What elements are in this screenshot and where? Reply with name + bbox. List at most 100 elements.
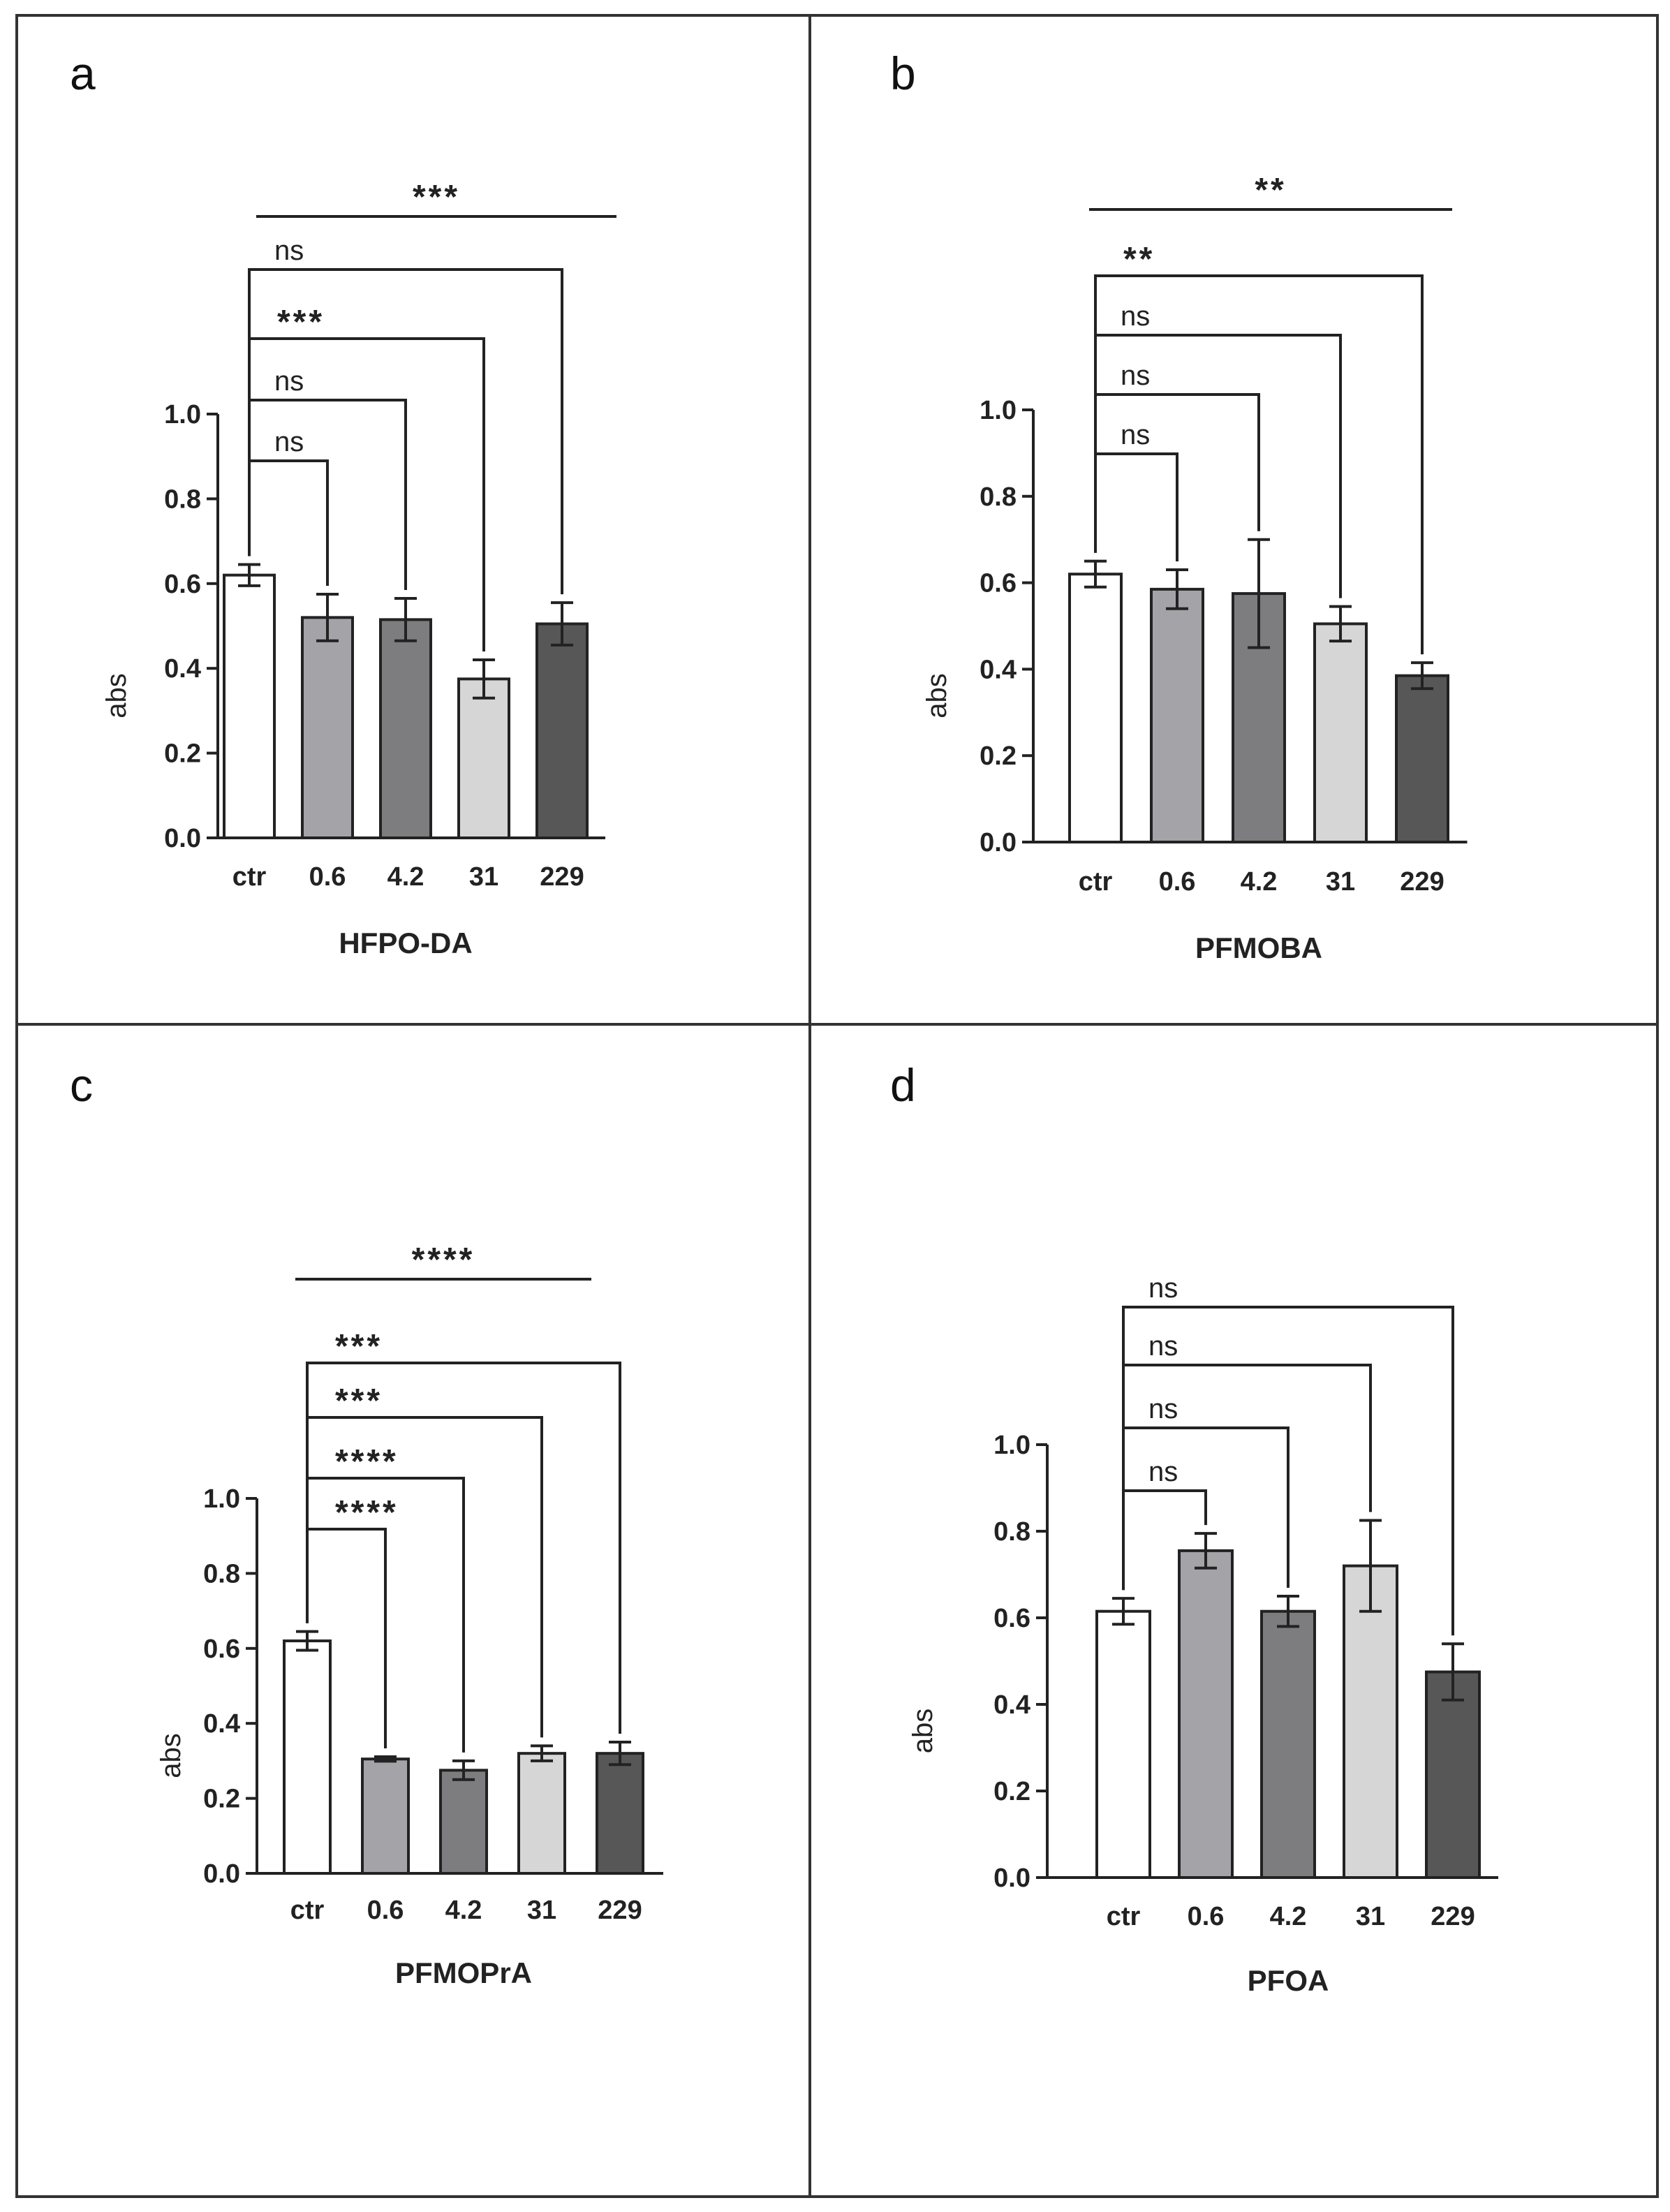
- y-tick-label: 1.0: [203, 1484, 240, 1514]
- x-tick-label: ctr: [1079, 867, 1113, 897]
- significance-label: ***: [335, 1328, 383, 1365]
- panel-a: a 0.0 0.2 0.4 0.6 0.8 1.0 abs ctr 0.6 4.2 31 229 HFPO…: [70, 47, 616, 959]
- x-tick-label: 229: [540, 862, 584, 892]
- panel-d: d 0.0 0.2 0.4 0.6 0.8 1.0 abs ctr 0.6 4.2 31 229 PFOA…: [890, 1059, 1498, 1997]
- bar: [439, 1769, 488, 1875]
- x-tick-label: 0.6: [309, 862, 346, 892]
- x-tick-label: ctr: [290, 1896, 325, 1925]
- bar: [1095, 1609, 1151, 1879]
- x-tick-label: ctr: [232, 862, 267, 892]
- y-tick-label: 0.2: [203, 1785, 240, 1814]
- y-tick-label: 0.6: [164, 570, 201, 599]
- x-tick-label: 0.6: [1188, 1902, 1225, 1931]
- x-tick-label: 229: [598, 1896, 642, 1925]
- significance-bracket: [1122, 1306, 1454, 1636]
- significance-label: ns: [1121, 360, 1150, 391]
- bar: [361, 1757, 410, 1875]
- bar: [1260, 1609, 1316, 1879]
- x-tick-label: 0.6: [1159, 867, 1196, 897]
- bar: [379, 618, 432, 840]
- y-tick-label: 0.8: [164, 485, 201, 514]
- bar: [517, 1752, 566, 1875]
- panel-b: b 0.0 0.2 0.4 0.6 0.8 1.0 abs ctr 0.6 4.2 31 229 PFMO…: [890, 47, 1468, 964]
- y-tick-label: 1.0: [164, 400, 201, 429]
- bar: [1395, 674, 1449, 843]
- y-tick-label: 0.4: [203, 1709, 240, 1739]
- y-tick-label: 0.4: [993, 1690, 1030, 1720]
- y-tick-label: 0.0: [993, 1864, 1030, 1893]
- x-tick-label: 4.2: [1241, 867, 1278, 897]
- x-tick-label: 31: [469, 862, 498, 892]
- bar: [1150, 587, 1204, 843]
- y-tick-label: 0.6: [980, 569, 1017, 598]
- panel-letter: a: [70, 47, 96, 99]
- y-tick-label: 1.0: [993, 1431, 1030, 1460]
- significance-bracket: [1094, 274, 1424, 655]
- bar: [1343, 1564, 1398, 1880]
- x-tick-label: 229: [1431, 1902, 1475, 1931]
- panel-letter: d: [890, 1059, 916, 1111]
- bar: [223, 573, 276, 839]
- bar: [1068, 573, 1123, 843]
- bar: [535, 622, 589, 840]
- y-axis-label: abs: [922, 673, 952, 718]
- significance-label: ns: [1148, 1457, 1178, 1487]
- bar: [283, 1639, 332, 1875]
- x-tick-label: 4.2: [387, 862, 424, 892]
- panel-letter: b: [890, 47, 916, 99]
- significance-label: **: [1123, 241, 1155, 278]
- significance-label: ns: [1148, 1273, 1178, 1304]
- significance-label: ns: [274, 366, 304, 397]
- x-axis-label: PFMOPrA: [395, 1956, 532, 1989]
- x-tick-label: 0.6: [367, 1896, 404, 1925]
- x-tick-label: 4.2: [1270, 1902, 1307, 1931]
- x-tick-label: ctr: [1107, 1902, 1141, 1931]
- significance-bracket: [306, 1362, 621, 1734]
- significance-label: ns: [1121, 301, 1150, 332]
- significance-label: ****: [335, 1494, 399, 1531]
- y-tick-label: 0.2: [993, 1777, 1030, 1806]
- significance-bracket: [1094, 452, 1178, 562]
- x-tick-label: 229: [1400, 867, 1444, 897]
- y-tick-label: 0.2: [980, 742, 1017, 771]
- significance-label: ****: [335, 1443, 399, 1480]
- y-tick-label: 0.8: [203, 1559, 240, 1588]
- x-tick-label: 31: [1326, 867, 1355, 897]
- bar: [301, 616, 354, 839]
- y-tick-label: 0.6: [203, 1635, 240, 1664]
- x-axis-label: HFPO-DA: [339, 927, 472, 959]
- y-axis-label: abs: [101, 673, 132, 718]
- y-tick-label: 0.2: [164, 739, 201, 769]
- y-tick-label: 0.0: [203, 1859, 240, 1889]
- trend-label: ****: [412, 1241, 475, 1278]
- panel-letter: c: [70, 1059, 93, 1111]
- y-axis-label: abs: [156, 1733, 186, 1778]
- y-tick-label: 0.0: [980, 828, 1017, 857]
- figure-border: [15, 14, 1659, 2198]
- bar: [1313, 622, 1368, 844]
- y-tick-label: 0.4: [980, 655, 1017, 684]
- y-tick-label: 0.0: [164, 824, 201, 853]
- significance-label: ns: [1148, 1331, 1178, 1362]
- bar: [1178, 1549, 1234, 1879]
- y-axis-label: abs: [908, 1709, 938, 1754]
- y-tick-label: 0.4: [164, 654, 201, 684]
- y-tick-label: 1.0: [980, 396, 1017, 425]
- bar: [1425, 1670, 1481, 1879]
- significance-label: ***: [277, 304, 325, 341]
- bar: [457, 677, 510, 839]
- panel-c: c 0.0 0.2 0.4 0.6 0.8 1.0 abs ctr 0.6 4.2 31 229 PFMO…: [70, 1059, 663, 1989]
- x-tick-label: 31: [1356, 1902, 1385, 1931]
- y-tick-label: 0.8: [980, 482, 1017, 512]
- x-tick-label: 31: [527, 1896, 556, 1925]
- significance-bracket: [248, 459, 329, 586]
- significance-bracket: [248, 268, 563, 595]
- significance-label: ns: [1148, 1394, 1178, 1424]
- x-tick-label: 4.2: [445, 1896, 482, 1925]
- significance-label: ns: [1121, 420, 1150, 450]
- y-tick-label: 0.8: [993, 1517, 1030, 1547]
- x-axis-label: PFMOBA: [1195, 931, 1322, 964]
- trend-label: ***: [413, 179, 460, 216]
- significance-label: ns: [274, 427, 304, 457]
